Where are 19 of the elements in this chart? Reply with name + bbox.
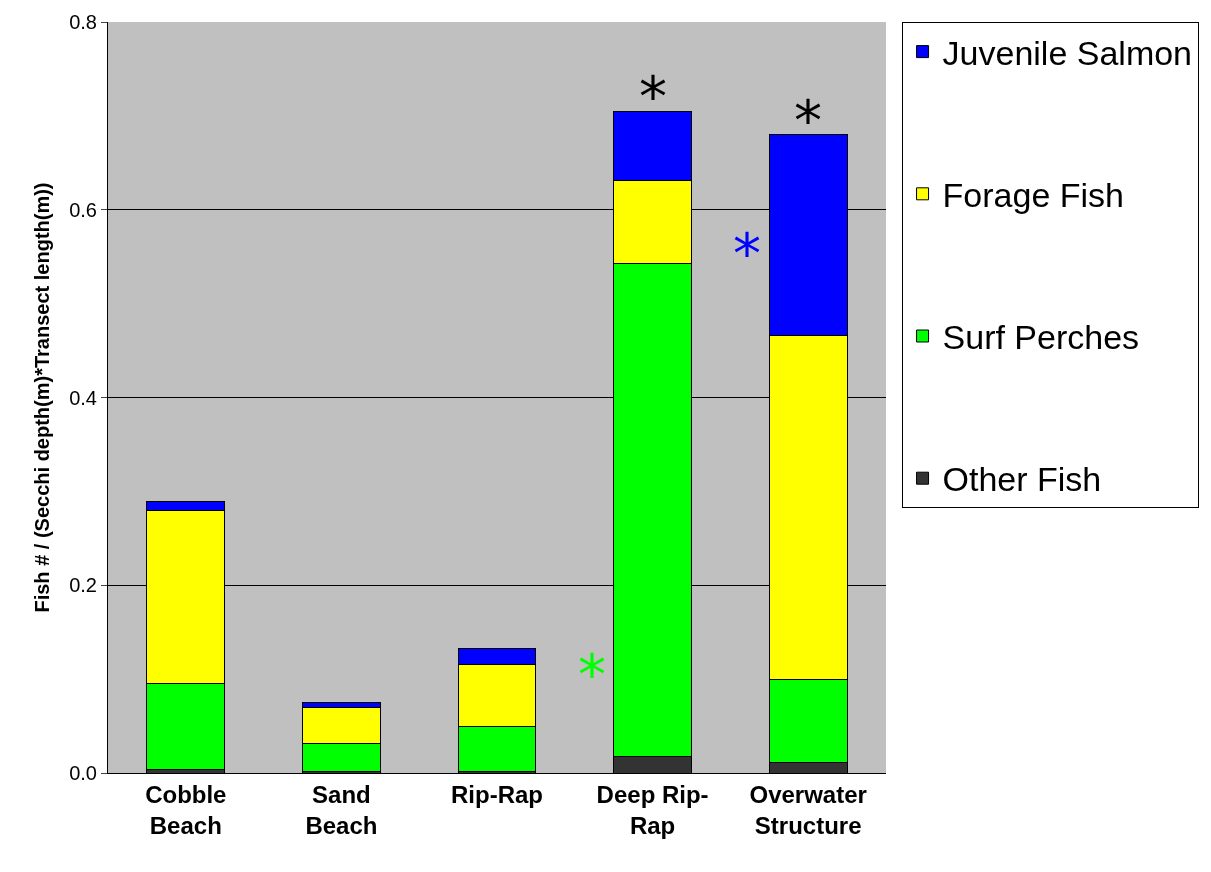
annotation: * [733,221,761,286]
y-tick-label: 0.6 [69,198,97,221]
annotation: * [578,642,606,707]
x-tick-label: Overwater Structure [749,780,867,839]
annotation: * [639,64,667,129]
y-axis-title: Fish # / (Secchi depth(m)*Transect length(m)) [30,182,53,613]
x-tick-label: Sand Beach [305,780,378,839]
x-tick-label: Deep Rip-Rap [596,780,709,839]
y-tick-label: 0.8 [69,11,97,33]
y-tick-label: 0.2 [69,574,97,597]
y-tick-label: 0.4 [69,386,97,409]
legend-label: Juvenile Salmon [942,33,1193,72]
legend-label: Surf Perches [942,318,1140,357]
annotation: * [794,88,822,153]
legend-label: Forage Fish [942,176,1124,215]
x-tick-label: Rip-Rap [451,780,543,808]
legend-label: Other Fish [942,460,1102,499]
x-tick-label: Cobble Beach [145,780,227,839]
y-tick-label: 0.0 [69,762,97,784]
